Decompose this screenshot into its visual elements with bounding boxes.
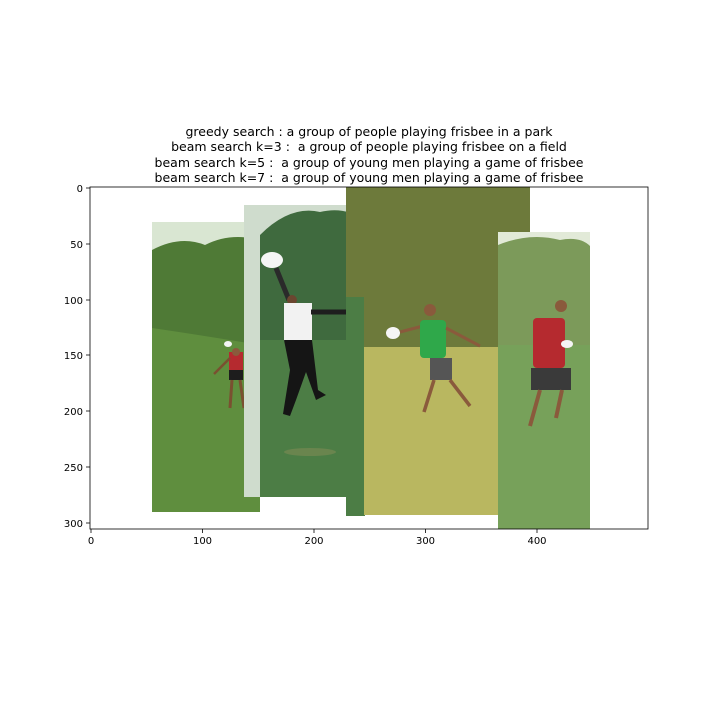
- y-tick-label: 150: [64, 351, 83, 362]
- y-tick-label: 50: [70, 240, 83, 251]
- panel-4: [498, 232, 590, 529]
- axes-frame: [89, 186, 649, 530]
- player-red-jersey-1: [213, 341, 246, 409]
- y-tick-label: 0: [77, 184, 83, 195]
- x-tick-label: 200: [304, 536, 323, 547]
- frisbee-collage-image: [152, 187, 590, 529]
- caption-beam-k5: beam search k=5 : a group of young men p…: [154, 154, 584, 170]
- x-tick-label: 400: [527, 536, 546, 547]
- x-tick-label: 300: [416, 536, 435, 547]
- panel-1: [152, 222, 260, 512]
- player-black-outfit: [261, 252, 348, 416]
- y-tick-label: 200: [64, 407, 83, 418]
- player-green-shirt: [386, 304, 481, 413]
- x-tick-label: 0: [88, 536, 94, 547]
- y-axis: 0 50 100 150 200 250 300: [64, 184, 90, 530]
- caption-beam-k7: beam search k=7 : a group of young men p…: [154, 170, 584, 186]
- y-tick-label: 250: [64, 463, 83, 474]
- y-tick-label: 300: [64, 519, 83, 530]
- x-axis: 0 100 200 300 400: [88, 529, 547, 547]
- x-tick-label: 100: [193, 536, 212, 547]
- y-tick-label: 100: [64, 296, 83, 307]
- panel-3: [346, 187, 530, 516]
- caption-greedy: greedy search : a group of people playin…: [185, 124, 553, 139]
- figure-title: greedy search : a group of people playin…: [90, 124, 648, 186]
- player-red-jersey-2: [528, 300, 573, 427]
- caption-beam-k3: beam search k=3 : a group of people play…: [171, 139, 567, 155]
